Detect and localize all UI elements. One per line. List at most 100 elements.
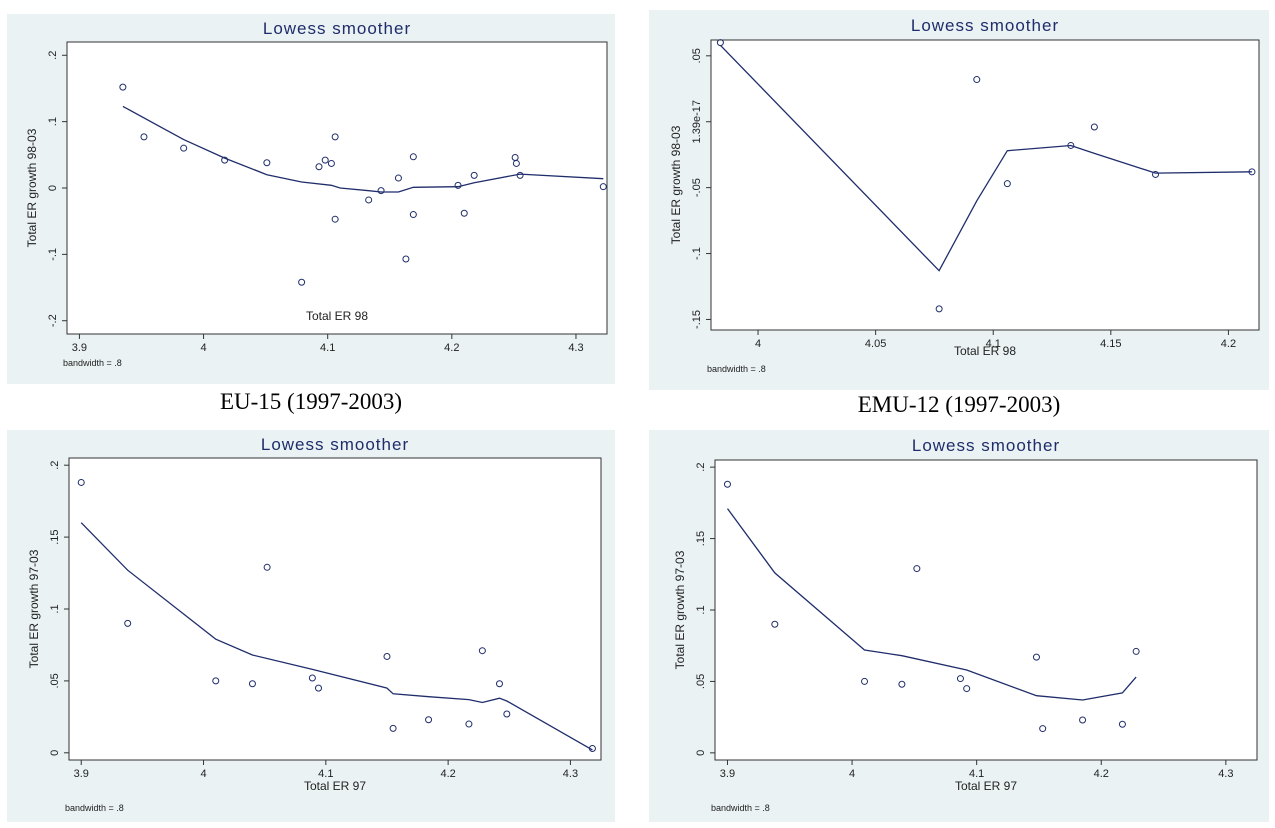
data-point bbox=[383, 652, 391, 660]
data-point bbox=[263, 159, 271, 167]
y-tick-label: -.05 bbox=[691, 178, 703, 197]
data-point bbox=[365, 196, 373, 204]
data-point bbox=[315, 163, 323, 171]
data-point bbox=[1003, 180, 1011, 188]
y-axis-label: Total ER growth 98-03 bbox=[669, 125, 683, 244]
data-point bbox=[460, 209, 468, 217]
lowess-chart-emu12-98: Lowess smoother 4 4.05 4.1 4.15 4.2 -.15 -.1 -.0… bbox=[669, 16, 1260, 374]
y-tick-label: .05 bbox=[691, 48, 703, 63]
data-point bbox=[409, 153, 417, 161]
x-tick-label: 3.9 bbox=[72, 342, 87, 354]
data-point bbox=[478, 647, 486, 655]
x-tick-label: 4.1 bbox=[986, 338, 1001, 350]
data-point bbox=[425, 716, 433, 724]
data-point bbox=[1118, 720, 1126, 728]
data-point bbox=[1152, 170, 1160, 178]
data-point bbox=[956, 675, 964, 683]
data-point bbox=[588, 744, 596, 752]
lowess-line bbox=[726, 508, 1137, 701]
y-tick-label: -.15 bbox=[691, 310, 703, 329]
data-point bbox=[963, 685, 971, 693]
y-tick-label: .2 bbox=[695, 463, 707, 472]
bandwidth-note: bandwidth = .8 bbox=[65, 803, 124, 813]
data-point bbox=[512, 159, 520, 167]
data-point bbox=[861, 677, 869, 685]
plot-area bbox=[66, 41, 608, 335]
data-point bbox=[1079, 716, 1087, 724]
x-tick-label: 4.2 bbox=[440, 768, 455, 780]
data-point bbox=[331, 215, 339, 223]
chart-title: Lowess smoother bbox=[911, 16, 1059, 35]
y-tick-label: 0 bbox=[47, 185, 59, 191]
data-point bbox=[503, 710, 511, 718]
x-axis-label: Total ER 97 bbox=[955, 779, 1017, 793]
data-point bbox=[140, 133, 148, 141]
y-tick-label: .1 bbox=[49, 604, 61, 613]
data-point bbox=[327, 159, 335, 167]
data-point bbox=[1039, 725, 1047, 733]
y-axis-label: Total ER growth 97-03 bbox=[27, 549, 41, 668]
data-point bbox=[314, 684, 322, 692]
data-point bbox=[1032, 653, 1040, 661]
lowess-line bbox=[80, 522, 593, 751]
caption-emu12: EMU-12 (1997-2003) bbox=[857, 392, 1061, 417]
data-point bbox=[935, 305, 943, 313]
data-point bbox=[771, 620, 779, 628]
data-point bbox=[454, 181, 462, 189]
data-point bbox=[221, 156, 229, 164]
caption-eu15: EU-15 (1997-2003) bbox=[219, 389, 403, 414]
y-tick-label: .05 bbox=[695, 674, 707, 689]
data-point bbox=[331, 133, 339, 141]
data-point bbox=[723, 480, 731, 488]
data-point bbox=[599, 183, 607, 191]
chart-title: Lowess smoother bbox=[263, 19, 411, 38]
lowess-line bbox=[719, 44, 1252, 272]
chart-panel-eu15-97: Lowess smoother 3.9 4 4.1 4.2 4.3 0 .05 .1 .15 .2 T… bbox=[7, 430, 615, 822]
x-tick-label: 4.1 bbox=[969, 768, 984, 780]
lowess-chart-eu15-97: Lowess smoother 3.9 4 4.1 4.2 4.3 0 .05 .1 .15 .2 T… bbox=[27, 435, 602, 813]
x-axis-label: Total ER 97 bbox=[304, 779, 366, 793]
data-point bbox=[495, 680, 503, 688]
x-tick-label: 4.1 bbox=[320, 342, 335, 354]
lowess-chart-emu12-97: Lowess smoother 3.9 4 4.1 4.2 4.3 0 .05 .1 .15 .2 T… bbox=[673, 436, 1258, 813]
data-point bbox=[124, 619, 132, 627]
y-tick-label: .2 bbox=[47, 51, 59, 60]
y-tick-label: 0 bbox=[695, 750, 707, 756]
data-point bbox=[394, 174, 402, 182]
data-point bbox=[1132, 647, 1140, 655]
chart-panel-emu12-98: Lowess smoother 4 4.05 4.1 4.15 4.2 -.15 -.1 -.0… bbox=[649, 10, 1269, 390]
y-tick-label: -.2 bbox=[47, 314, 59, 327]
data-point bbox=[516, 171, 524, 179]
x-tick-label: 4 bbox=[200, 768, 206, 780]
x-tick-label: 4.3 bbox=[563, 768, 578, 780]
y-tick-label: .15 bbox=[695, 531, 707, 546]
lowess-chart-eu15-98: Lowess smoother 3.9 4 4.1 4.2 4.3 -.2 -.1 0 .1 .2 T… bbox=[25, 19, 608, 368]
y-tick-label: -.1 bbox=[47, 248, 59, 261]
y-axis-label: Total ER growth 97-03 bbox=[673, 550, 687, 669]
chart-panel-emu12-97: Lowess smoother 3.9 4 4.1 4.2 4.3 0 .05 .1 .15 .2 T… bbox=[649, 430, 1269, 822]
y-tick-label: 1.39e-17 bbox=[691, 100, 703, 143]
data-point bbox=[898, 680, 906, 688]
y-axis-label: Total ER growth 98-03 bbox=[25, 128, 39, 247]
data-point bbox=[409, 211, 417, 219]
x-tick-label: 4.3 bbox=[568, 342, 583, 354]
y-tick-label: .1 bbox=[47, 117, 59, 126]
data-point bbox=[465, 720, 473, 728]
data-point bbox=[263, 563, 271, 571]
x-tick-label: 4 bbox=[849, 768, 855, 780]
x-tick-label: 4.2 bbox=[1094, 768, 1109, 780]
data-point bbox=[913, 565, 921, 573]
x-tick-label: 4.2 bbox=[1221, 338, 1236, 350]
x-tick-label: 4 bbox=[200, 342, 206, 354]
plot-area bbox=[710, 39, 1260, 331]
y-tick-label: -.1 bbox=[691, 247, 703, 260]
lowess-line bbox=[122, 105, 604, 193]
data-point bbox=[248, 680, 256, 688]
data-point bbox=[716, 39, 724, 47]
data-point bbox=[1067, 141, 1075, 149]
bandwidth-note: bandwidth = .8 bbox=[707, 364, 766, 374]
data-point bbox=[212, 677, 220, 685]
bandwidth-note: bandwidth = .8 bbox=[711, 803, 770, 813]
data-point bbox=[973, 76, 981, 84]
y-tick-label: .15 bbox=[49, 529, 61, 544]
